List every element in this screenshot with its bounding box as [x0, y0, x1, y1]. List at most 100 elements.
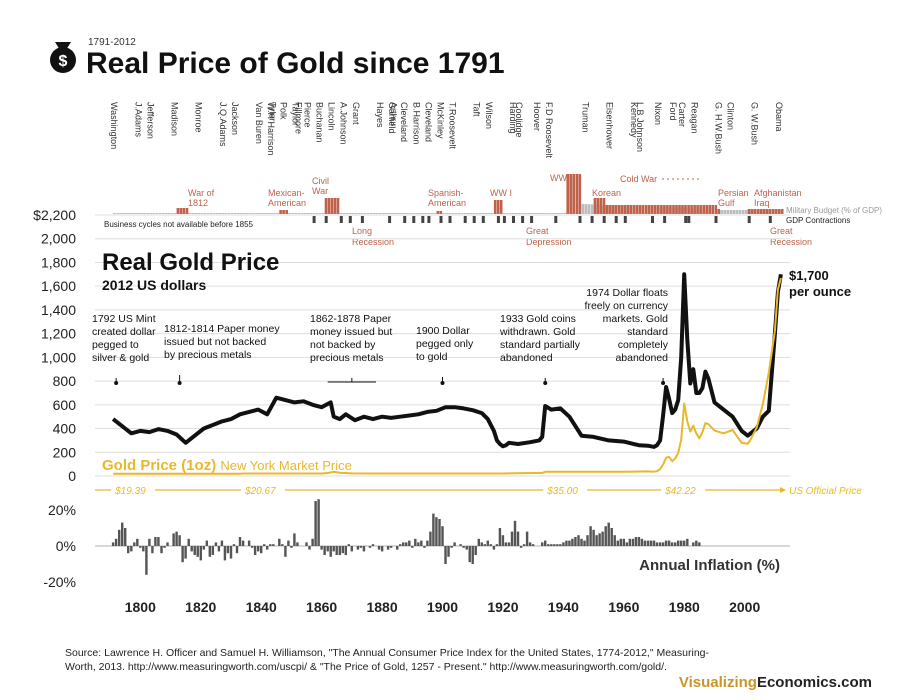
- inflation-y-tick: 0%: [56, 538, 76, 554]
- inflation-bar: [396, 546, 399, 550]
- president-label: G. W.Bush: [750, 102, 760, 145]
- brand-logo[interactable]: VisualizingEconomics.com: [679, 674, 872, 691]
- inflation-bar: [677, 540, 680, 546]
- president-label: Fillmore: [293, 102, 303, 134]
- inflation-bar: [196, 546, 199, 557]
- x-tick-label: 1880: [366, 599, 397, 615]
- military-budget-bar: [155, 213, 158, 214]
- military-budget-bar: [509, 213, 512, 214]
- annotation-line: withdrawn. Gold: [499, 326, 575, 338]
- war-spending-bar: [714, 209, 718, 214]
- inflation-bar: [205, 540, 209, 546]
- annotation-line: freely on currency: [585, 300, 669, 312]
- inflation-bar: [655, 542, 659, 546]
- president-label: Washington: [109, 102, 119, 149]
- inflation-bar: [111, 542, 115, 546]
- inflation-bar: [211, 546, 215, 555]
- military-budget-bar: [246, 213, 249, 214]
- inflation-bar: [613, 535, 616, 546]
- inflation-bar: [441, 526, 444, 546]
- inflation-bar: [332, 546, 335, 552]
- war-spending-bar: [708, 205, 711, 214]
- war-spending-bar: [771, 209, 775, 214]
- inflation-bar: [610, 528, 613, 546]
- gdp-contraction-bar: [687, 216, 691, 223]
- military-budget-bar: [240, 213, 243, 214]
- military-budget-bar: [234, 213, 237, 214]
- president-label: L.B Johnson: [635, 102, 645, 152]
- inflation-bar: [637, 537, 641, 546]
- inflation-bar: [263, 544, 266, 546]
- inflation-bar: [462, 546, 465, 548]
- war-spending-bar: [669, 205, 672, 214]
- annotation-line: 1862-1878 Paper: [310, 313, 392, 325]
- military-budget-bar: [125, 213, 128, 214]
- president-label: Kennedy: [629, 102, 639, 138]
- military-budget-bar: [231, 213, 234, 214]
- inflation-bar: [229, 546, 233, 559]
- inflation-bar: [453, 542, 456, 546]
- war-spending-bar: [439, 211, 443, 214]
- military-budget-bar: [415, 213, 418, 214]
- inflation-bar: [513, 520, 517, 546]
- inflation-bar: [598, 533, 601, 546]
- real-gold-price-line: [111, 272, 783, 449]
- war-spending-bar: [324, 198, 328, 214]
- military-budget-bar: [735, 210, 739, 214]
- military-budget-bar: [457, 213, 461, 214]
- gdp-contraction-bar: [747, 216, 751, 223]
- president-label: Hayes: [375, 102, 385, 128]
- military-budget-bar: [354, 213, 358, 214]
- y-tick-label: $2,200: [33, 207, 76, 223]
- war-label-line2: 1812: [188, 198, 208, 208]
- president-label: Taylor: [290, 102, 300, 126]
- gdp-contraction-bar: [530, 216, 534, 223]
- military-budget-bar: [137, 213, 140, 214]
- military-budget-bar: [469, 213, 473, 214]
- president-label: Cleveland: [423, 102, 433, 142]
- military-budget-bar: [158, 213, 162, 214]
- war-spending-bar: [620, 205, 624, 214]
- inflation-bar: [190, 546, 193, 552]
- military-budget-bar: [315, 213, 319, 214]
- inflation-bar: [477, 538, 481, 546]
- inflation-bar: [386, 546, 390, 550]
- annotation-line: created dollar: [92, 326, 156, 338]
- annotation-marker: [177, 381, 182, 385]
- military-budget-bar: [197, 213, 201, 214]
- inflation-bar: [634, 537, 638, 546]
- military-budget-bar: [321, 213, 325, 214]
- military-budget-bar: [400, 213, 403, 214]
- war-spending-bar: [684, 205, 687, 214]
- annotation-line: silver & gold: [92, 352, 149, 364]
- military-budget-bar: [209, 213, 213, 214]
- annotation-line: pegged only: [416, 338, 474, 350]
- source-line-2: Worth, 2013. http://www.measuringworth.c…: [65, 661, 667, 673]
- president-label: Lincoln: [327, 102, 337, 131]
- inflation-bar: [565, 540, 568, 546]
- inflation-bar: [402, 542, 405, 546]
- inflation-bar: [296, 542, 299, 546]
- military-budget-bar: [367, 213, 370, 214]
- military-budget-bar: [276, 213, 279, 214]
- military-budget-bar: [412, 213, 415, 214]
- military-budget-bar: [397, 213, 400, 214]
- president-label: Van Buren: [254, 102, 264, 144]
- military-budget-bar: [224, 213, 228, 214]
- inflation-bar: [199, 546, 203, 561]
- inflation-bar: [640, 538, 644, 546]
- president-label: Polk: [278, 102, 288, 120]
- inflation-bar: [667, 540, 671, 546]
- military-budget-bar: [218, 213, 222, 214]
- military-budget-bar: [521, 213, 524, 214]
- war-spending-bar: [611, 205, 615, 214]
- war-label-line2: Gulf: [718, 198, 735, 208]
- inflation-bar: [181, 546, 184, 563]
- president-label: Carter: [677, 102, 687, 127]
- source-note: Source: Lawrence H. Officer and Samuel H…: [65, 646, 845, 674]
- inflation-bar: [350, 546, 354, 552]
- inflation-bar: [423, 546, 426, 548]
- inflation-bar: [253, 546, 257, 555]
- military-budget-bar: [490, 213, 494, 214]
- gold-price-chart: $2,200 2,000 1,800 1,600 1,400 1,200 1,000 800 6…: [33, 207, 851, 484]
